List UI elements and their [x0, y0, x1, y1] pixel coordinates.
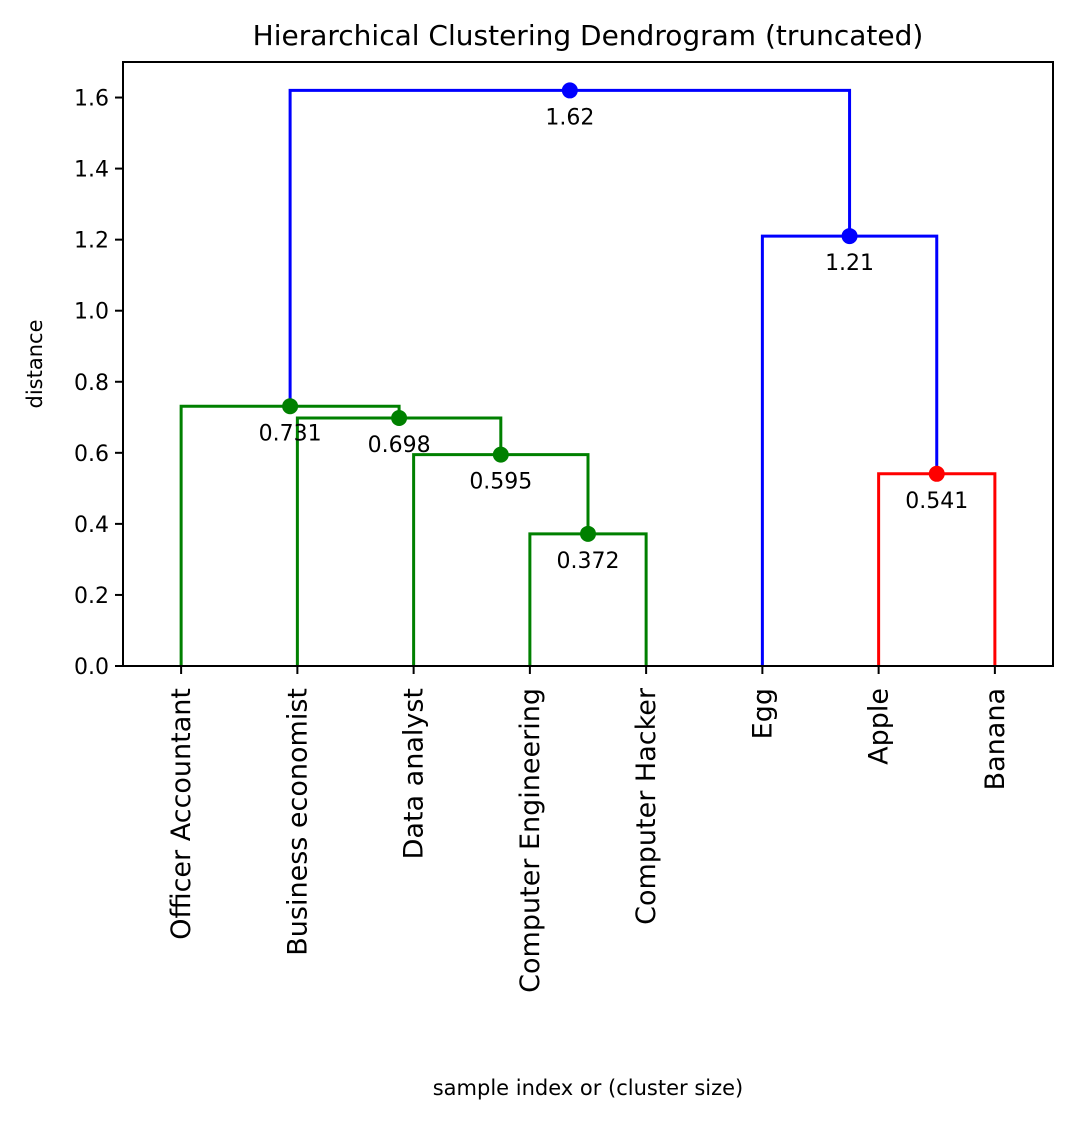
merge-node-dot: [580, 525, 596, 542]
merge-node-dot: [492, 446, 509, 463]
y-tick-label: 1.4: [74, 158, 109, 183]
y-tick-label: 0.2: [74, 584, 109, 609]
leaf-label: Apple: [864, 688, 895, 765]
merge-node-dot: [928, 465, 945, 482]
dendrogram-links: [179, 88, 997, 666]
merge-node-dot: [841, 228, 858, 245]
leaf-label: Officer Accountant: [166, 688, 197, 940]
leaf-label: Egg: [747, 688, 778, 739]
y-tick-label: 1.0: [74, 300, 109, 325]
dendrogram-link: [288, 88, 852, 407]
y-tick-label: 1.2: [74, 229, 109, 254]
y-tick-label: 0.4: [74, 513, 109, 538]
y-tick-label: 0.0: [74, 655, 109, 680]
merge-node-dot: [282, 398, 299, 415]
x-axis-leaf-labels: Officer Accountant Business economist Data…: [166, 666, 1011, 993]
merge-distance-label: 0.541: [905, 489, 968, 514]
merge-distance-label: 0.698: [368, 433, 431, 458]
merge-distance-label: 1.62: [545, 105, 594, 130]
y-axis-ticks: 0.0 0.2 0.4 0.6 0.8 1.0 1.2 1.4 1.6: [74, 87, 123, 680]
merge-node-dot: [391, 410, 408, 427]
chart-title: Hierarchical Clustering Dendrogram (trun…: [253, 19, 924, 52]
plot-frame: [122, 61, 1054, 667]
y-tick-label: 1.6: [74, 87, 109, 112]
merge-distance-label: 0.731: [259, 421, 322, 446]
y-axis-label: distance: [23, 320, 47, 409]
leaf-label: Banana: [980, 688, 1011, 790]
dendrogram-link: [760, 234, 939, 666]
merge-distance-label: 0.595: [469, 470, 532, 495]
leaf-label: Business economist: [282, 688, 313, 956]
merge-distance-label: 0.372: [557, 549, 620, 574]
leaf-label: Data analyst: [399, 688, 430, 859]
merge-distance-label: 1.21: [825, 251, 874, 276]
merge-nodes: 0.372 0.595 0.698 0.731 0.541 1.21 1.62: [259, 82, 968, 574]
merge-node-dot: [561, 82, 578, 99]
x-axis-label: sample index or (cluster size): [433, 1076, 744, 1100]
leaf-label: Computer Hacker: [631, 687, 662, 925]
leaf-label: Computer Engineering: [515, 688, 546, 993]
y-tick-label: 0.6: [74, 442, 109, 467]
y-tick-label: 0.8: [74, 371, 109, 396]
